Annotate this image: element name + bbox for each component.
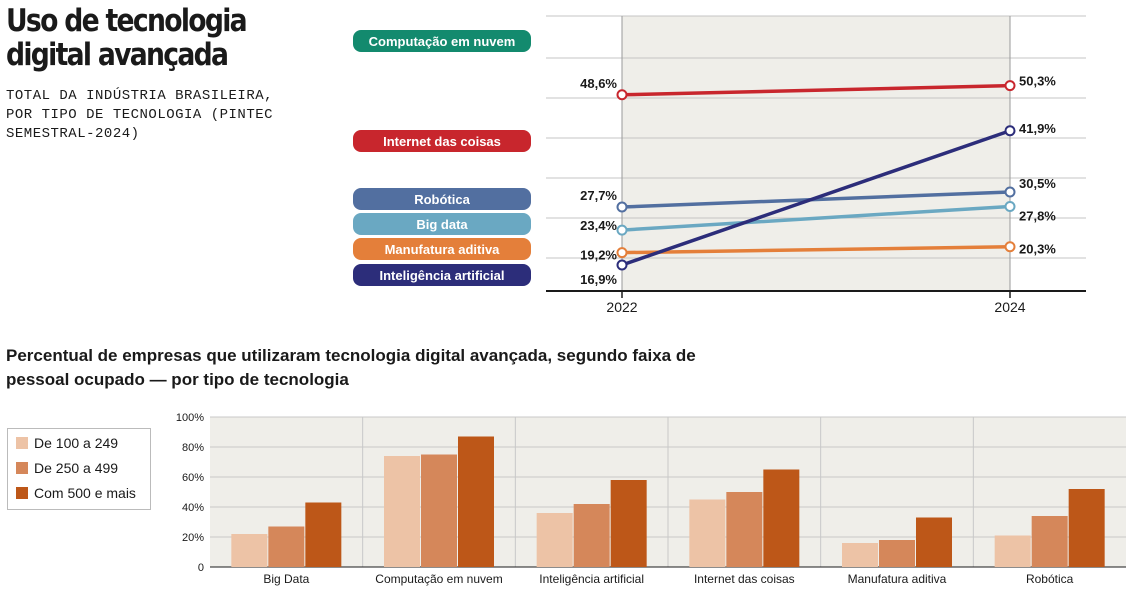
x-category-label: Big Data [263, 572, 309, 586]
legend-item-500-mais: Com 500 e mais [16, 484, 136, 502]
legend-label: De 100 a 249 [34, 435, 119, 451]
data-label: 27,7% [580, 188, 617, 203]
y-tick-label: 0 [198, 562, 204, 574]
legend-item-250-499: De 250 a 499 [16, 459, 118, 477]
x-category-label: Inteligência artificial [539, 572, 644, 586]
bar [458, 436, 494, 567]
legend-label: Com 500 e mais [34, 485, 136, 501]
bar [1031, 516, 1068, 567]
bar [573, 504, 610, 567]
chart-title: Uso de tecnologia digital avançada [6, 3, 248, 73]
data-label: 23,4% [580, 218, 617, 233]
x-category-label: Computação em nuvem [375, 572, 502, 586]
series-pill-label: Big data [416, 217, 468, 232]
data-label: 16,9% [580, 272, 617, 287]
series-line [621, 129, 1011, 267]
series-pill-label: Computação em nuvem [369, 34, 516, 49]
bar [763, 469, 800, 567]
data-point [1004, 80, 1016, 92]
series-pill [353, 188, 531, 210]
y-tick-label: 20% [182, 532, 204, 544]
x-category-label: Manufatura aditiva [848, 572, 947, 586]
series-pill [353, 30, 531, 52]
x-category-label: Internet das coisas [694, 572, 795, 586]
bar [268, 526, 305, 567]
bar [916, 517, 952, 567]
data-label: 30,5% [1019, 176, 1056, 191]
series-line [621, 204, 1011, 232]
bar [231, 534, 268, 567]
series-pill [353, 213, 531, 235]
data-point [1004, 125, 1016, 137]
data-point [616, 201, 628, 213]
series-line [621, 244, 1011, 255]
data-label: 41,9% [1019, 121, 1056, 136]
y-tick-label: 80% [182, 442, 204, 454]
data-label: 50,3% [1019, 74, 1056, 89]
data-label: 48,6% [580, 76, 617, 91]
data-label: 27,8% [1019, 208, 1056, 223]
data-label: 20,3% [1019, 242, 1056, 257]
bar [689, 499, 726, 567]
series-pill-label: Inteligência artificial [380, 268, 505, 283]
bar [305, 502, 342, 567]
legend-swatch [16, 487, 28, 499]
y-tick-label: 60% [182, 472, 204, 484]
series-pill-label: Internet das coisas [383, 134, 501, 149]
bar [994, 535, 1031, 567]
bar [421, 454, 457, 567]
legend-swatch [16, 462, 28, 474]
data-point [616, 224, 628, 236]
data-point [616, 247, 628, 259]
x-tick-label: 2022 [606, 299, 637, 315]
x-tick-label: 2024 [994, 299, 1025, 315]
bar-legend: De 100 a 249 De 250 a 499 Com 500 e mais [7, 428, 151, 510]
series-pill-label: Manufatura aditiva [385, 242, 501, 257]
data-point [616, 259, 628, 271]
data-label: 19,2% [580, 248, 617, 263]
legend-item-100-249: De 100 a 249 [16, 434, 118, 452]
bar [1068, 489, 1105, 567]
legend-swatch [16, 437, 28, 449]
bar [536, 513, 573, 567]
bar [384, 456, 420, 567]
bar-chart-title: Percentual de empresas que utilizaram te… [6, 346, 696, 389]
data-point [1004, 186, 1016, 198]
bar [842, 543, 878, 567]
y-tick-label: 40% [182, 502, 204, 514]
bar [879, 540, 915, 567]
series-pill [353, 130, 531, 152]
data-point [1004, 200, 1016, 212]
line-chart: 2022 2024 Computação em nuvem Internet das … [353, 15, 1086, 315]
y-tick-label: 100% [176, 412, 204, 424]
series-pill [353, 238, 531, 260]
series-pill [353, 264, 531, 286]
bar [610, 480, 647, 567]
chart-subtitle: TOTAL DA INDÚSTRIA BRASILEIRA, POR TIPO … [6, 88, 274, 142]
x-category-label: Robótica [1026, 572, 1074, 586]
legend-label: De 250 a 499 [34, 460, 119, 476]
bar [726, 492, 763, 567]
data-point [1004, 241, 1016, 253]
series-pill-label: Robótica [414, 192, 470, 207]
data-point [616, 89, 628, 101]
series-line [621, 83, 1011, 97]
